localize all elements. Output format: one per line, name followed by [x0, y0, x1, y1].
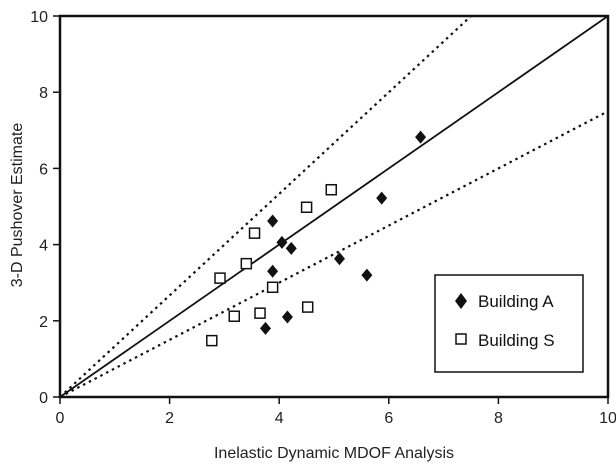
- y-tick-label: 0: [39, 390, 48, 407]
- point-building-s: [248, 227, 261, 239]
- legend-label-building-s: Building S: [478, 331, 555, 350]
- point-building-s: [206, 334, 218, 347]
- point-building-s: [301, 301, 314, 313]
- data-markers: [206, 130, 427, 347]
- legend-box: [434, 274, 584, 373]
- legend-marker-building-s: [455, 333, 467, 345]
- x-tick-label: 6: [384, 410, 393, 427]
- y-tick-label: 10: [30, 9, 48, 26]
- y-tick-label: 2: [39, 314, 48, 331]
- point-building-a: [333, 252, 345, 266]
- point-building-a: [415, 130, 427, 144]
- point-building-s: [300, 201, 313, 214]
- reference-lines: [59, 15, 609, 398]
- point-building-a: [260, 321, 271, 335]
- point-building-a: [285, 241, 297, 255]
- point-building-s: [325, 183, 338, 196]
- legend-marker-building-a: [455, 293, 467, 309]
- x-axis-label: Inelastic Dynamic MDOF Analysis: [214, 445, 454, 462]
- x-tick-label: 10: [599, 410, 616, 427]
- point-building-a: [267, 264, 279, 278]
- plot-frame: [58, 14, 610, 399]
- point-building-s: [254, 307, 266, 319]
- point-building-s: [266, 281, 279, 294]
- point-building-a: [276, 235, 288, 249]
- y-tick-label: 4: [39, 238, 48, 255]
- y-tick-label: 6: [39, 161, 48, 178]
- axis-ticks: 0 2 4 6 8 10 0 2 4 6 8 10: [30, 9, 616, 427]
- y-tick-label: 8: [39, 85, 48, 102]
- bound-line-1: [59, 15, 472, 398]
- x-tick-label: 8: [494, 410, 503, 427]
- one-to-one-line: [59, 15, 609, 398]
- point-building-s: [240, 257, 253, 270]
- y-axis-label: 3-D Pushover Estimate: [9, 123, 26, 288]
- point-building-s: [214, 272, 226, 284]
- point-building-a: [267, 214, 279, 228]
- x-tick-label: 2: [165, 410, 174, 427]
- point-building-a: [281, 310, 293, 324]
- point-building-a: [376, 191, 388, 205]
- legend-label-building-a: Building A: [478, 292, 554, 311]
- x-tick-label: 4: [275, 410, 284, 427]
- bound-line-2: [59, 110, 609, 398]
- legend: Building A Building S: [434, 274, 584, 373]
- point-building-a: [361, 268, 373, 282]
- point-building-s: [228, 310, 241, 322]
- x-tick-label: 0: [56, 410, 65, 427]
